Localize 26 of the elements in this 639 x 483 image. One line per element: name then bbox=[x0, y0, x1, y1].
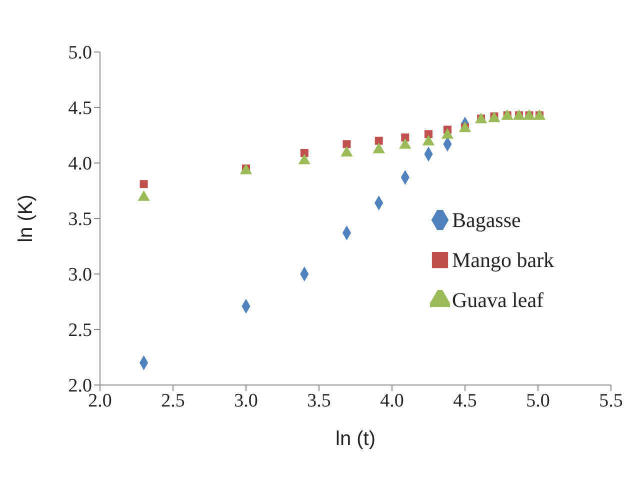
point bbox=[140, 180, 148, 188]
y-tick-label: 5.0 bbox=[68, 42, 92, 64]
point bbox=[342, 140, 351, 148]
y-tick-label: 2.5 bbox=[68, 320, 92, 342]
point bbox=[458, 122, 472, 132]
point bbox=[401, 133, 410, 142]
y-tick-label: 3.0 bbox=[68, 264, 92, 286]
x-axis-title: ln (t) bbox=[336, 428, 376, 450]
x-tick-label: 3.5 bbox=[307, 390, 331, 412]
point bbox=[300, 149, 308, 158]
legend-label: Guava leaf bbox=[452, 288, 544, 312]
y-tick-label: 4.5 bbox=[68, 98, 92, 120]
legend-label: Mango bark bbox=[452, 248, 554, 272]
legend-label: Bagasse bbox=[452, 208, 521, 232]
y-axis-title: ln (K) bbox=[15, 194, 38, 242]
x-tick-label: 2.0 bbox=[88, 390, 112, 412]
x-tick-label: 2.5 bbox=[161, 390, 185, 412]
x-tick-label: 4.5 bbox=[453, 390, 477, 412]
point bbox=[374, 136, 383, 145]
x-tick-label: 3.0 bbox=[234, 390, 258, 412]
y-tick-label: 4.0 bbox=[68, 154, 92, 175]
x-tick-label: 4.0 bbox=[380, 390, 404, 412]
point bbox=[424, 130, 432, 138]
x-tick-label: 5.0 bbox=[526, 390, 550, 412]
y-tick-label: 3.5 bbox=[68, 209, 92, 230]
x-tick-label: 5.5 bbox=[599, 390, 623, 412]
